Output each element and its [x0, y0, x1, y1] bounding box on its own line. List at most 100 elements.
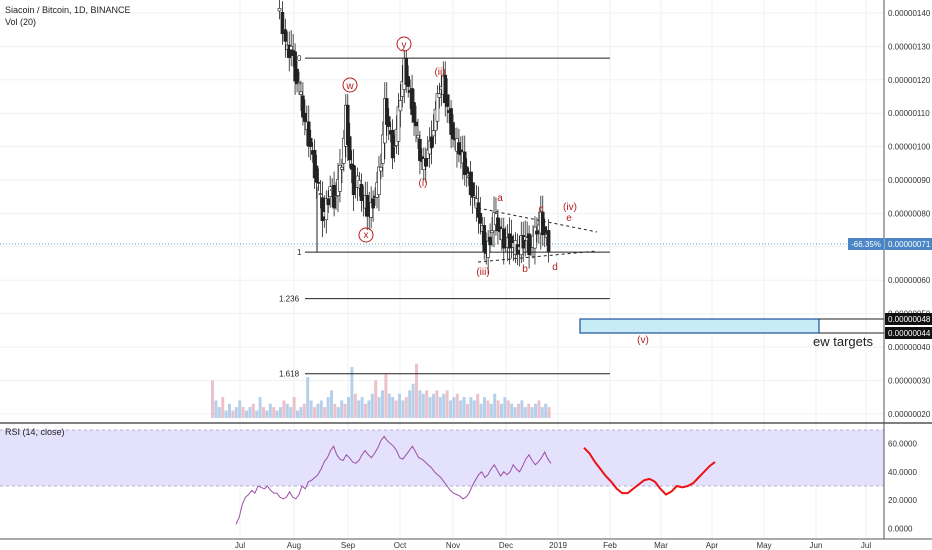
- volume-bar: [238, 400, 242, 418]
- candle-body: [379, 167, 383, 172]
- wave-label-y: y: [402, 40, 407, 51]
- volume-bar: [350, 367, 354, 418]
- time-tick-label: Jun: [810, 541, 823, 550]
- price-axis[interactable]: 0.00000140 0.00000130 0.00000120 0.00000110…: [888, 9, 931, 419]
- volume-bar: [289, 407, 293, 418]
- volume-bar: [309, 400, 313, 418]
- volume-bar: [340, 400, 344, 418]
- volume-bars: [211, 363, 551, 418]
- volume-bar: [255, 410, 259, 418]
- volume-bar: [547, 407, 551, 418]
- volume-bar: [387, 393, 391, 418]
- time-tick-label: Aug: [287, 541, 301, 550]
- candle-body: [299, 91, 303, 95]
- candle-body: [431, 130, 436, 137]
- candle-body: [521, 235, 526, 249]
- volume-bar: [211, 380, 214, 418]
- volume-bar: [415, 363, 418, 418]
- time-tick-label: Apr: [706, 541, 719, 550]
- volume-bar: [493, 393, 497, 418]
- candle-body: [338, 165, 342, 192]
- candle-body: [326, 198, 331, 206]
- time-axis[interactable]: Jul Aug Sep Oct Nov Dec 2019 Feb Mar Apr May Jun Jul: [235, 541, 871, 550]
- candle-body: [496, 217, 500, 232]
- price-tick-label: 0.00000040: [888, 343, 931, 352]
- candle-body: [345, 104, 350, 145]
- volume-bar: [513, 407, 517, 418]
- volume-bar: [224, 410, 228, 418]
- candle-body: [359, 184, 364, 202]
- volume-bar: [353, 393, 357, 418]
- wave-label-x: x: [364, 230, 369, 241]
- candle-body: [509, 235, 514, 248]
- volume-bar: [418, 390, 422, 418]
- rsi-axis[interactable]: 60.0000 40.0000 20.0000 0.0000: [888, 440, 917, 534]
- candle-body: [347, 136, 352, 161]
- rsi-tick-label: 0.0000: [888, 525, 913, 534]
- volume-bar: [510, 403, 514, 418]
- candle-body: [533, 226, 537, 249]
- candle-body: [308, 137, 313, 147]
- volume-bar: [517, 403, 520, 418]
- target-zone-box[interactable]: [579, 318, 820, 334]
- wave-label-w: w: [345, 81, 354, 92]
- candle-body: [386, 116, 391, 127]
- volume-bar: [384, 373, 388, 418]
- candle-body: [324, 198, 329, 221]
- volume-bar: [374, 380, 378, 418]
- price-tick-label: 0.00000090: [888, 176, 931, 185]
- volume-bar: [438, 397, 442, 418]
- volume-bar: [333, 403, 337, 418]
- candle-body: [488, 236, 492, 246]
- price-tick-label: 0.00000130: [888, 42, 931, 51]
- volume-bar: [500, 403, 503, 418]
- volume-bar: [370, 393, 374, 418]
- volume-bar: [282, 400, 286, 418]
- candle-body: [316, 182, 321, 184]
- candle-body: [470, 182, 475, 198]
- candle-body: [490, 230, 494, 234]
- rsi-label: RSI (14, close): [5, 427, 65, 437]
- fib-level-label: 0: [297, 54, 302, 63]
- candle-body: [320, 197, 325, 222]
- chart-title: Siacoin / Bitcoin, 1D, BINANCE: [5, 5, 131, 15]
- volume-bar: [323, 407, 327, 418]
- candle-body: [384, 98, 389, 125]
- volume-bar: [302, 403, 306, 418]
- time-tick-label: Feb: [603, 541, 617, 550]
- volume-bar: [408, 390, 412, 418]
- volume-bar: [231, 410, 235, 418]
- candle-body: [396, 106, 401, 142]
- price-tick-label: 0.00000030: [888, 376, 931, 385]
- target-upper-badge: [885, 313, 932, 325]
- volume-bar: [469, 397, 473, 418]
- volume-bar: [292, 397, 296, 418]
- volume-bar: [279, 407, 282, 418]
- volume-bar: [449, 400, 452, 418]
- price-pane[interactable]: [0, 0, 884, 422]
- candle-body: [365, 195, 370, 217]
- wave-label-b: b: [522, 264, 528, 275]
- volume-bar: [228, 403, 231, 418]
- target-lower-label: 0.00000044: [888, 329, 931, 338]
- volume-bar: [275, 410, 279, 418]
- candle-body: [392, 145, 397, 147]
- candle-body: [472, 195, 477, 198]
- volume-bar: [442, 393, 446, 418]
- volume-bar: [336, 407, 340, 418]
- volume-bar: [496, 400, 500, 418]
- candle-body: [445, 94, 450, 107]
- volume-bar: [306, 377, 310, 418]
- volume-bar: [343, 403, 347, 418]
- rsi-line: [235, 435, 552, 525]
- change-badge-label: -66.35%: [851, 240, 881, 249]
- volume-bar: [506, 400, 510, 418]
- candle-body: [464, 166, 469, 174]
- volume-bar: [377, 397, 381, 418]
- candle-body: [293, 51, 297, 82]
- volume-bar: [435, 390, 439, 418]
- candle-body: [416, 134, 420, 139]
- wave-label-d: d: [552, 262, 558, 273]
- wave-label-e: e: [566, 213, 572, 224]
- candle-body: [312, 149, 317, 179]
